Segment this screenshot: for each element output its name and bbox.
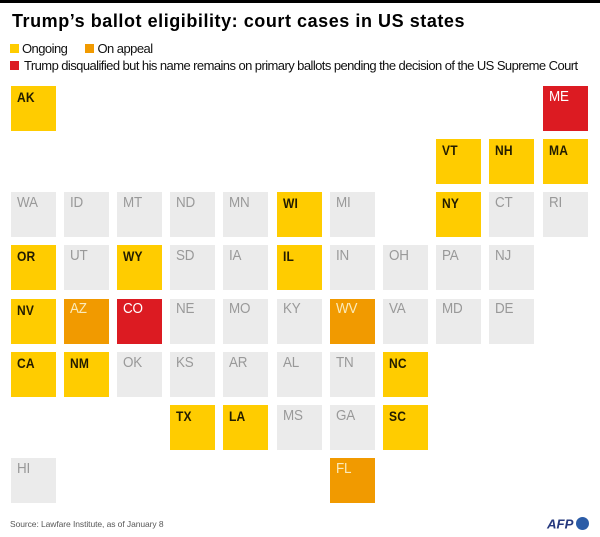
svg-text:AFP: AFP [546, 517, 574, 532]
